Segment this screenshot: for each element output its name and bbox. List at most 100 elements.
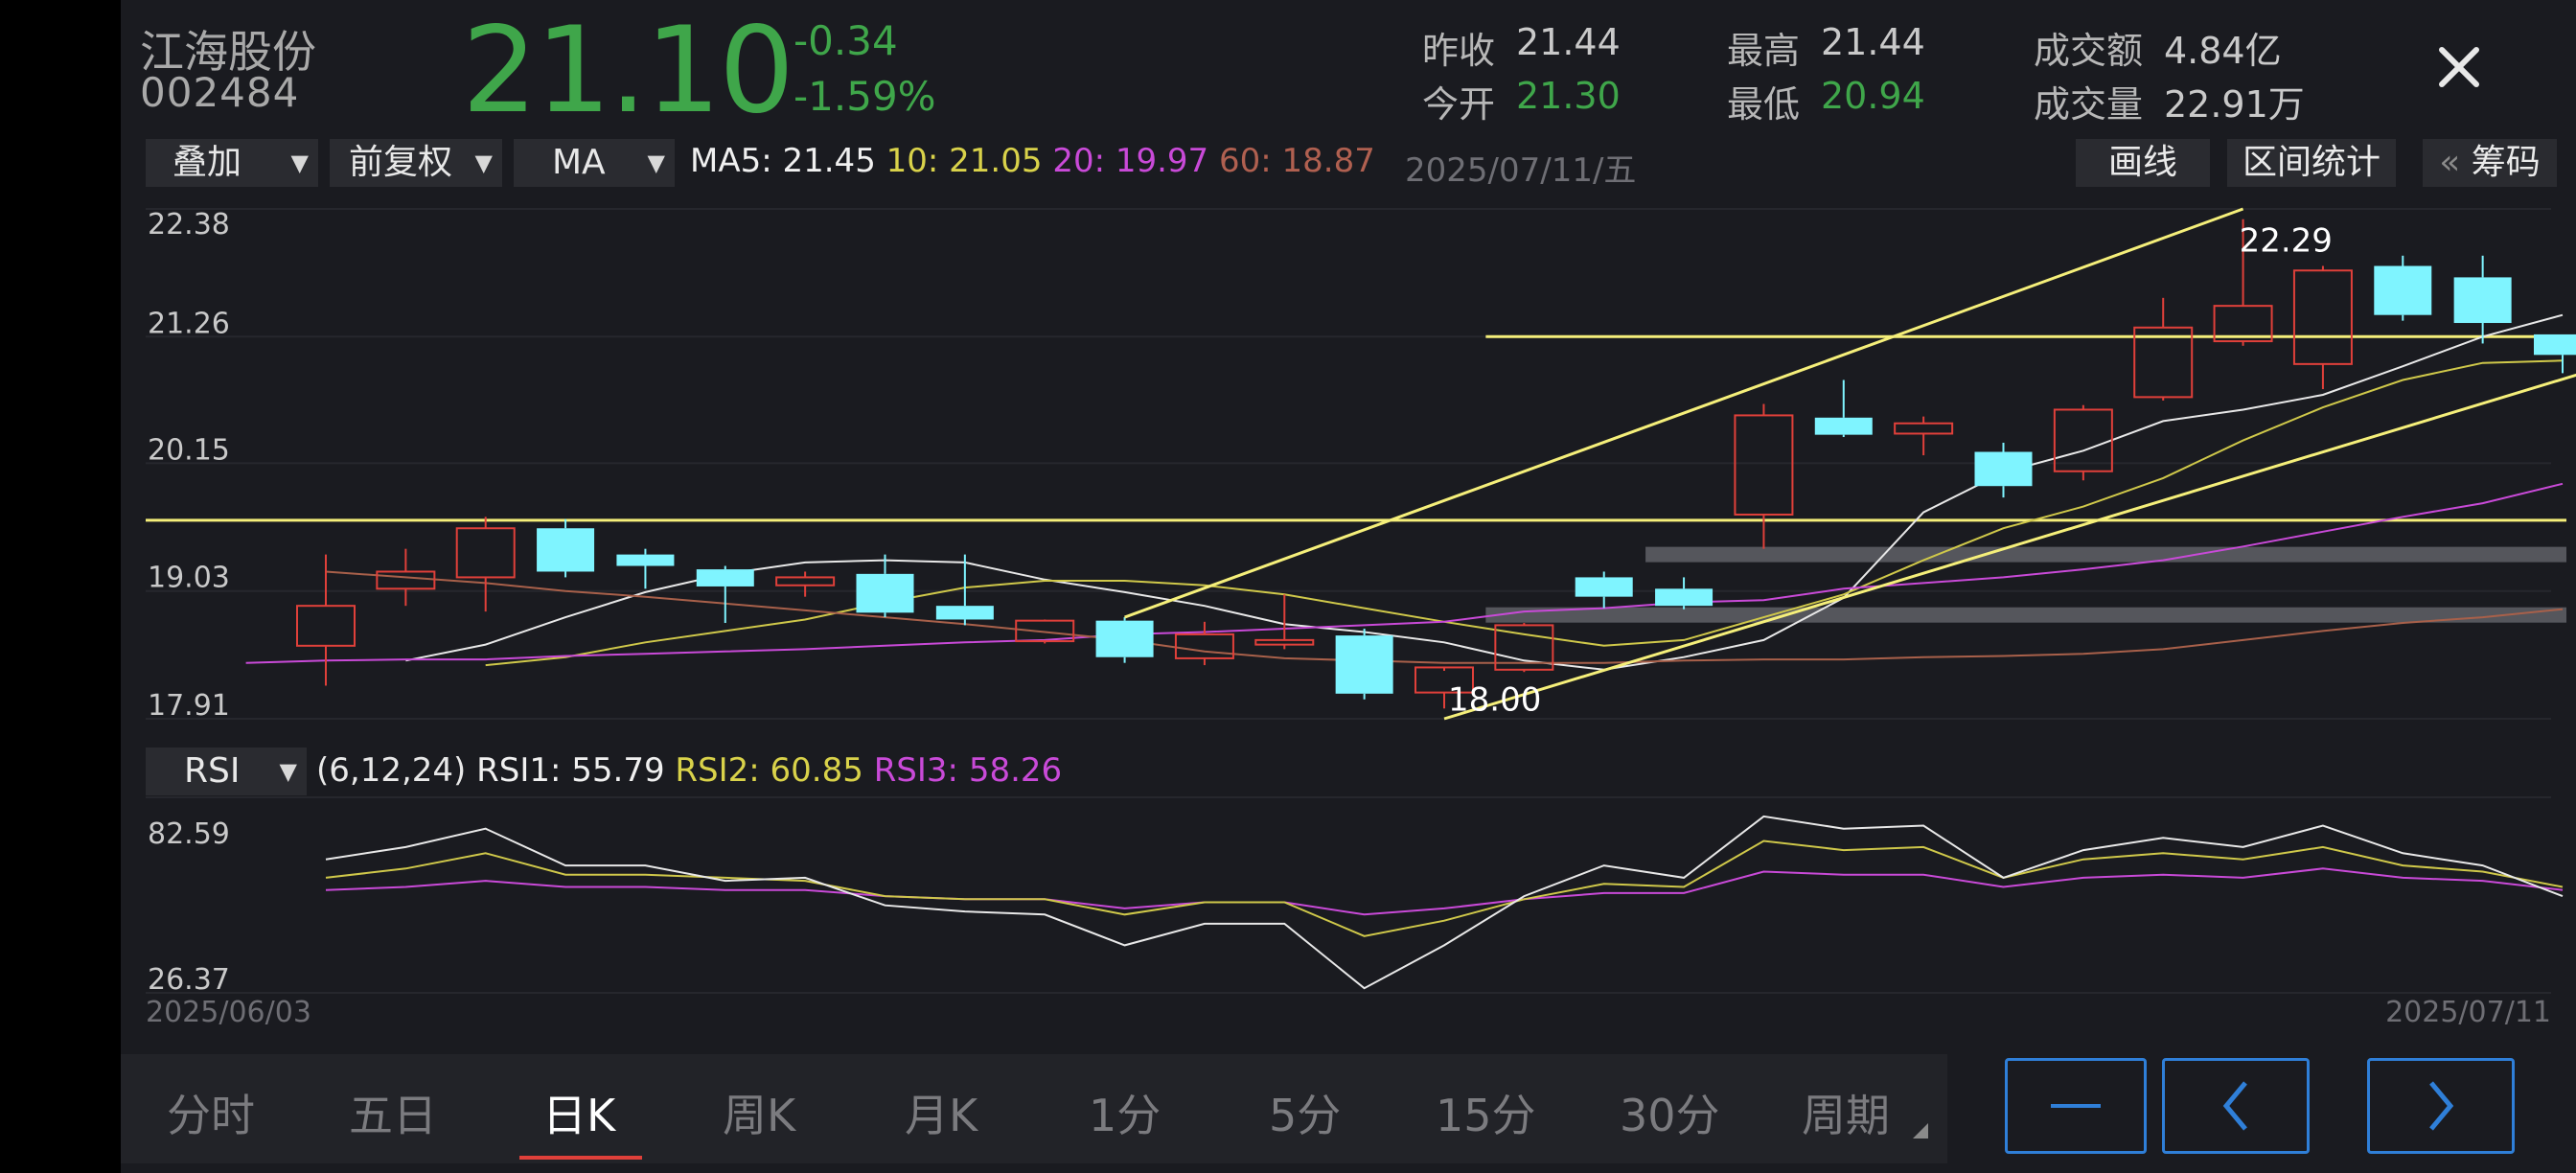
range-stats-label: 区间统计 [2242,143,2380,182]
candle [1254,594,1315,650]
adjust-dropdown[interactable]: 前复权 ▼ [330,139,502,187]
candle-body [2374,265,2432,315]
stat-label: 最高 [1727,30,1801,72]
minus-button[interactable] [2005,1058,2147,1154]
y-tick-label: 21.26 [148,307,230,340]
overlay-label: 叠加 [172,143,242,182]
rsi1-line [325,815,2564,990]
candle-body [1974,451,2033,487]
candle-body [1494,624,1554,671]
y-tick-label: 20.15 [148,433,230,467]
y-tick-label: 17.91 [148,689,230,723]
candle-body [1095,620,1154,657]
range-stats-button[interactable]: 区间统计 [2227,139,2396,187]
ma5-line [405,313,2564,671]
candle [2213,218,2273,346]
candle [2453,255,2512,344]
tab-周期[interactable]: 周期 [1802,1090,1890,1141]
ma10-value: 10: 21.05 [886,142,1043,180]
candle [1335,628,1393,700]
kline-chart[interactable]: 22.38 21.26 20.15 19.03 17.91 22.29 18.00 [121,192,2576,748]
prev-button[interactable] [2162,1058,2310,1154]
tab-30分[interactable]: 30分 [1620,1090,1720,1141]
candle [1814,380,1873,438]
chips-button[interactable]: « 筹码 [2423,139,2557,187]
candle-body [2292,269,2353,365]
double-chevron-icon: « [2439,143,2461,182]
candle-body [1575,577,1633,597]
support-band [1645,546,2566,563]
candle-body [1894,422,1954,435]
candle [1894,416,1954,456]
candle-body [1335,635,1393,694]
stat-label: 今开 [1422,83,1496,126]
rsi-legend: (6,12,24) RSI1: 55.79 RSI2: 60.85 RSI3: … [316,751,1062,790]
rsi3-value: RSI3: 58.26 [873,751,1063,790]
ma10-line [485,359,2564,667]
rsi-dropdown[interactable]: RSI ▼ [146,748,307,795]
chart-date: 2025/07/11/五 [1405,151,1637,190]
close-icon[interactable] [2430,38,2488,96]
stat-label: 成交额 [2034,30,2144,72]
next-button[interactable] [2367,1058,2515,1154]
period-tab-bar [121,1054,1947,1163]
candle-body [1174,632,1234,659]
candle [2374,255,2432,321]
tab-1分[interactable]: 1分 [1089,1090,1162,1141]
adjust-label: 前复权 [349,143,453,182]
ma20-line [245,482,2564,664]
y-tick-label: 22.38 [148,208,230,242]
caret-down-icon: ▼ [647,150,665,176]
price-change-pct: -1.59% [794,73,936,120]
candle-body [616,554,675,566]
candle-body [2213,305,2273,343]
tab-周K[interactable]: 周K [723,1090,796,1141]
draw-line-button[interactable]: 画线 [2076,139,2210,187]
stock-name: 江海股份 [140,26,316,78]
overlay-dropdown[interactable]: 叠加 ▼ [146,139,318,187]
indicator-label: MA [552,143,606,182]
candle-body [1254,638,1315,646]
rsi3-line [325,867,2564,916]
candle-body [2133,326,2194,399]
candle [376,548,436,607]
tab-日K[interactable]: 日K [542,1090,616,1141]
candle [2053,404,2113,481]
candle [856,554,914,618]
indicator-dropdown[interactable]: MA ▼ [514,139,675,187]
candle [696,565,754,624]
tab-五日[interactable]: 五日 [349,1090,437,1141]
candle-body [2453,277,2512,324]
end-date-label: 2025/07/11 [2385,996,2551,1029]
candle-body [2053,408,2113,472]
candle [2133,297,2194,401]
stat-value: 20.94 [1821,75,1925,117]
caret-down-icon: ▼ [290,150,309,176]
candle [455,517,516,612]
tab-分时[interactable]: 分时 [167,1090,255,1141]
price-change: -0.34 [794,17,898,64]
candle [1494,623,1554,673]
support-band [1485,607,2566,623]
candle [616,548,675,589]
candle [2534,334,2576,374]
trend-line [1443,373,2576,721]
y-tick-label: 19.03 [148,562,230,595]
chevron-left-icon [2222,1081,2247,1131]
stat-value: 21.30 [1516,75,1621,117]
draw-line-label: 画线 [2107,143,2177,182]
candle-body [1655,588,1714,607]
tab-15分[interactable]: 15分 [1436,1090,1536,1141]
candle-body [296,605,356,647]
stock-code: 002484 [140,69,300,116]
ma60-value: 60: 18.87 [1219,142,1375,180]
tab-月K[interactable]: 月K [905,1090,978,1141]
candle [1015,619,1075,644]
candle-body [1414,666,1474,694]
candle [935,554,994,626]
candle [775,571,836,597]
candle-body [856,573,914,613]
stat-label: 成交量 [2034,83,2144,126]
tab-5分[interactable]: 5分 [1269,1090,1342,1141]
